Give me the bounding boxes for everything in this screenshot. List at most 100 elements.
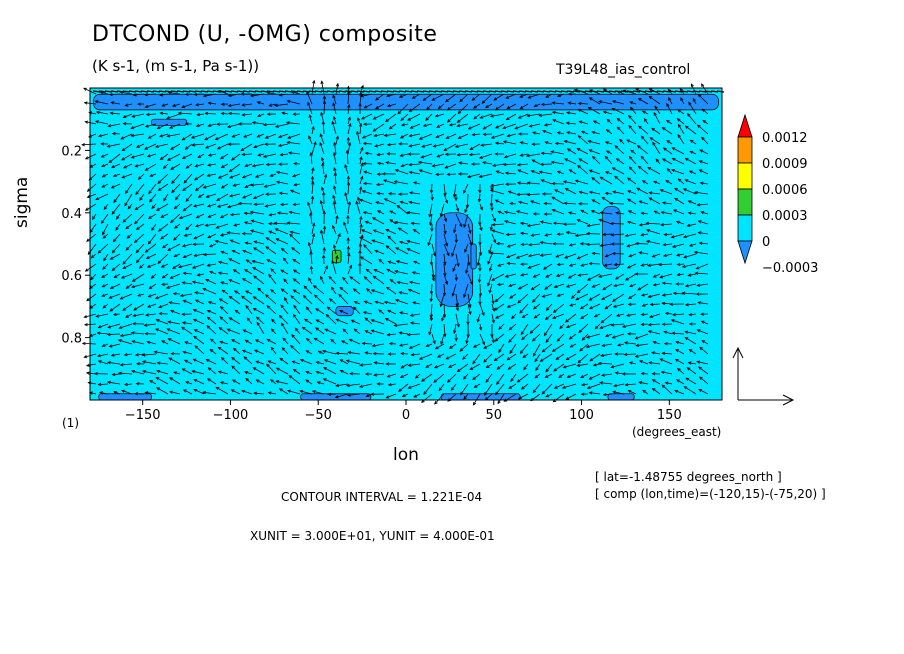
vector-arrow xyxy=(227,328,241,335)
x-tick-label: 50 xyxy=(486,408,503,423)
vector-arrow xyxy=(652,253,661,258)
vector-arrow xyxy=(479,303,485,316)
vector-arrow-head xyxy=(81,143,85,147)
vector-arrow-head xyxy=(465,204,470,209)
vector-arrow xyxy=(545,333,553,343)
vector-arrow-head xyxy=(688,312,693,317)
vector-arrow-head xyxy=(242,329,247,333)
vector-arrow xyxy=(674,198,685,205)
vector-arrow-head xyxy=(578,329,582,334)
vector-arrow xyxy=(429,203,433,218)
vector-arrow-head xyxy=(207,123,212,127)
vector-arrow xyxy=(532,159,541,165)
vector-arrow xyxy=(167,133,181,137)
vector-arrow-head xyxy=(541,129,546,134)
vector-arrow-head xyxy=(256,101,261,105)
vector-arrow xyxy=(182,368,193,375)
vector-arrow xyxy=(518,113,529,119)
vector-arrow-head xyxy=(626,198,631,202)
vector-arrow-head xyxy=(600,373,605,377)
vector-arrow xyxy=(639,251,649,255)
vector-arrow-head xyxy=(292,258,296,263)
vector-arrow xyxy=(253,296,265,305)
vector-arrow-head xyxy=(371,239,376,243)
vector-arrow-head xyxy=(523,366,527,371)
vector-arrow xyxy=(507,303,517,308)
vector-arrow-head xyxy=(291,247,295,251)
vector-arrow-head xyxy=(163,197,167,202)
vector-arrow xyxy=(430,283,433,295)
vector-arrow-head xyxy=(191,370,196,374)
vector-arrow-head xyxy=(266,112,271,116)
vector-arrow xyxy=(399,343,409,346)
vector-arrow xyxy=(281,322,289,335)
vector-arrow-head xyxy=(95,196,100,200)
vector-arrow-head xyxy=(166,134,171,138)
vector-arrow-head xyxy=(562,222,567,226)
vector-arrow-head xyxy=(360,146,364,151)
vector-arrow-head xyxy=(364,351,369,355)
vector-arrow xyxy=(470,90,479,93)
vector-arrow xyxy=(287,133,301,139)
vector-arrow xyxy=(240,143,253,151)
vector-arrow xyxy=(287,390,301,395)
vector-arrow xyxy=(270,173,277,177)
vector-arrow xyxy=(107,323,121,328)
vector-arrow-head xyxy=(494,125,499,129)
y-tick-label: 0.4 xyxy=(61,207,82,222)
vector-arrow xyxy=(659,273,673,278)
vector-arrow-head xyxy=(640,263,645,267)
vector-arrow-head xyxy=(166,116,170,120)
vector-arrow xyxy=(508,333,517,343)
vector-arrow-head xyxy=(399,200,404,204)
vector-arrow-head xyxy=(684,157,689,162)
run-name: T39L48_ias_control xyxy=(556,62,691,78)
vector-arrow xyxy=(443,233,448,246)
vector-arrow xyxy=(605,333,613,337)
vector-arrow xyxy=(608,90,617,93)
vector-arrow xyxy=(113,313,121,316)
vector-arrow xyxy=(234,290,241,295)
vector-arrow-head xyxy=(544,286,549,290)
vector-arrow xyxy=(133,313,145,317)
vector-arrow-head xyxy=(205,194,210,198)
vector-arrow-head xyxy=(119,333,124,338)
vector-arrow-head xyxy=(471,97,476,101)
vector-arrow-head xyxy=(701,83,705,88)
vector-arrow xyxy=(292,173,301,177)
vector-arrow-head xyxy=(598,218,603,222)
vector-arrow xyxy=(689,151,697,155)
vector-arrow xyxy=(336,318,349,325)
vector-arrow xyxy=(332,102,337,115)
vector-arrow-head xyxy=(306,337,310,342)
vector-arrow-head xyxy=(281,111,286,115)
vector-arrow-head xyxy=(485,364,490,369)
vector-arrow xyxy=(364,317,373,325)
vector-arrow-head xyxy=(440,341,444,346)
vector-arrow-head xyxy=(473,384,478,388)
vector-arrow xyxy=(467,303,471,315)
vector-arrow xyxy=(253,367,265,375)
vector-arrow-head xyxy=(685,377,690,381)
vector-arrow-head xyxy=(492,163,496,168)
vector-arrow-head xyxy=(244,163,249,168)
vector-arrow-head xyxy=(444,165,449,169)
vector-arrow-head xyxy=(219,155,224,160)
vector-arrow-head xyxy=(697,301,701,305)
vector-arrow xyxy=(688,273,697,276)
vector-arrow-head xyxy=(170,352,175,356)
vector-arrow-head xyxy=(491,229,496,233)
vector-arrow xyxy=(495,383,505,395)
vector-arrow-head xyxy=(333,167,337,171)
vector-arrow xyxy=(255,173,265,178)
vector-arrow-head xyxy=(554,189,558,193)
vector-arrow xyxy=(300,359,313,365)
vector-arrow xyxy=(426,103,433,110)
vector-arrow xyxy=(653,112,661,125)
vector-arrow-head xyxy=(112,312,117,317)
vector-arrow-head xyxy=(647,167,652,171)
vector-arrow xyxy=(122,303,133,311)
vector-arrow-head xyxy=(555,273,560,278)
vector-arrow-head xyxy=(539,253,544,257)
